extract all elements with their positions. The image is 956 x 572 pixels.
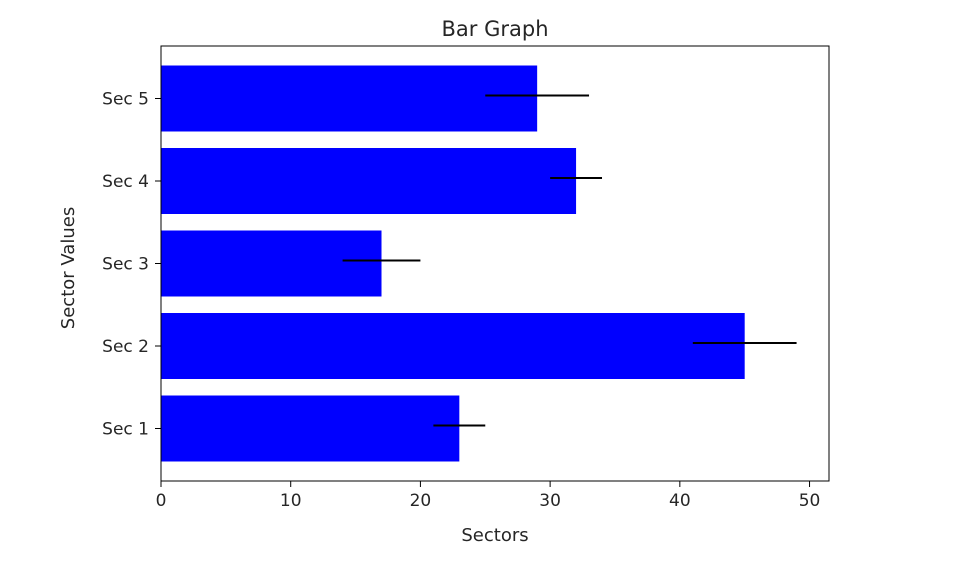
x-axis-label: Sectors <box>461 525 528 546</box>
x-axis-ticks: 0 10 20 30 40 50 <box>156 481 821 511</box>
bar-sec-4 <box>161 148 577 214</box>
bar-sec-2 <box>161 313 745 379</box>
y-axis-ticks: Sec 1 Sec 2 Sec 3 Sec 4 Sec 5 <box>102 90 161 440</box>
bars-layer <box>161 65 745 462</box>
x-tick-label: 20 <box>410 491 432 511</box>
chart-title: Bar Graph <box>442 17 549 41</box>
bar-sec-1 <box>161 395 460 462</box>
x-tick-label: 10 <box>280 491 302 511</box>
y-tick-label: Sec 4 <box>102 172 149 192</box>
error-bars-layer <box>342 94 797 427</box>
y-tick-label: Sec 1 <box>102 420 149 440</box>
y-tick-label: Sec 2 <box>102 337 149 357</box>
y-tick-label: Sec 5 <box>102 90 149 110</box>
x-tick-label: 0 <box>156 491 167 511</box>
y-tick-label: Sec 3 <box>102 255 149 275</box>
x-tick-label: 50 <box>799 491 821 511</box>
y-axis-label: Sector Values <box>58 207 79 329</box>
bar-sec-3 <box>161 230 382 297</box>
bar-sec-5 <box>161 65 538 132</box>
x-tick-label: 40 <box>669 491 691 511</box>
x-tick-label: 30 <box>539 491 561 511</box>
